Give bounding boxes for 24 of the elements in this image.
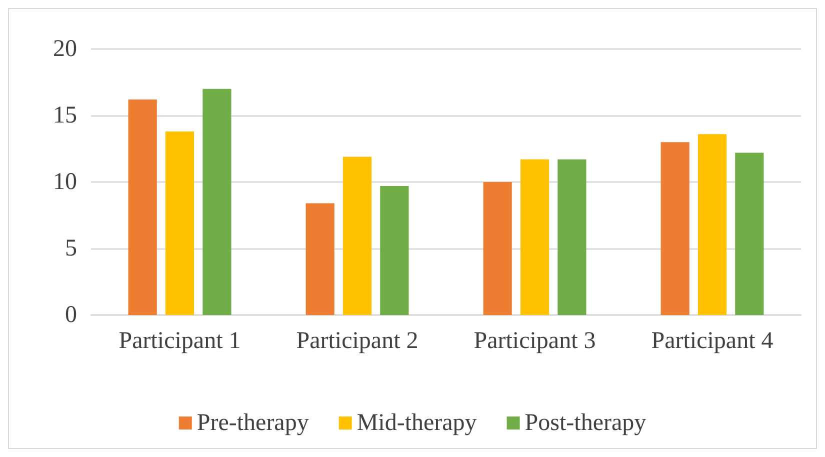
bar [698, 134, 727, 315]
x-tick-label: Participant 4 [651, 328, 774, 354]
bar [342, 156, 372, 315]
legend-label: Post-therapy [524, 410, 646, 436]
bar [306, 203, 334, 315]
bar [202, 88, 232, 315]
bar [558, 159, 586, 315]
bar [735, 152, 764, 315]
bar [483, 182, 512, 315]
bar [380, 186, 409, 315]
x-tick-label: Participant 2 [296, 328, 418, 354]
y-tick-label: 10 [53, 169, 77, 195]
y-tick-label: 5 [65, 236, 77, 262]
y-tick-label: 20 [53, 36, 77, 62]
legend-label: Mid-therapy [356, 410, 477, 436]
bar [660, 142, 690, 315]
bar [128, 100, 157, 315]
bar [165, 131, 194, 315]
y-tick-label: 0 [65, 302, 77, 328]
legend-label: Pre-therapy [196, 410, 309, 436]
bar [520, 159, 550, 315]
x-tick-label: Participant 3 [474, 328, 596, 354]
y-tick-label: 15 [53, 102, 77, 128]
x-tick-label: Participant 1 [118, 328, 241, 354]
